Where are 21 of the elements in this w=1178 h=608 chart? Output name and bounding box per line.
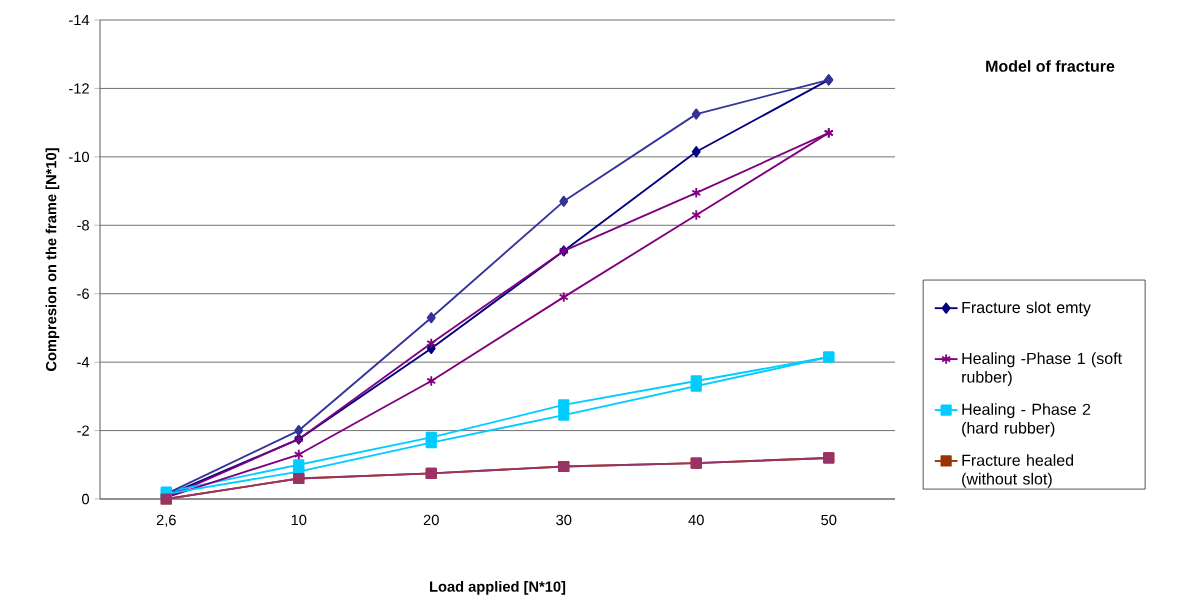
- y-tick-label: 0: [82, 493, 90, 505]
- y-tick-label: -4: [77, 357, 90, 368]
- legend-label: Fracture slot emty: [962, 301, 1091, 317]
- x-axis-title: Load applied [N*10]: [430, 581, 566, 595]
- x-tick-label: 40: [688, 514, 704, 526]
- legend-label: Healing - Phase 2 (hard rubber): [962, 403, 1091, 437]
- legend-label: Fracture healed (without slot): [962, 454, 1074, 488]
- y-tick-label: -2: [77, 425, 89, 436]
- x-tick-label: 50: [821, 514, 837, 526]
- legend-label: Healing -Phase 1 (soft rubber): [962, 352, 1122, 386]
- y-tick-label: -12: [69, 83, 89, 94]
- x-tick-label: 20: [423, 514, 439, 526]
- y-axis-title: Compresion on the frame [N*10]: [45, 148, 60, 371]
- x-tick-label: 2,6: [156, 514, 176, 527]
- x-tick-label: 30: [556, 514, 572, 526]
- y-tick-label: -14: [69, 14, 90, 26]
- x-tick-label: 10: [291, 514, 307, 526]
- y-tick-label: -8: [77, 220, 89, 231]
- legend-title: Model of fracture: [986, 60, 1115, 72]
- y-tick-label: -10: [69, 151, 90, 163]
- y-tick-label: -6: [77, 288, 89, 299]
